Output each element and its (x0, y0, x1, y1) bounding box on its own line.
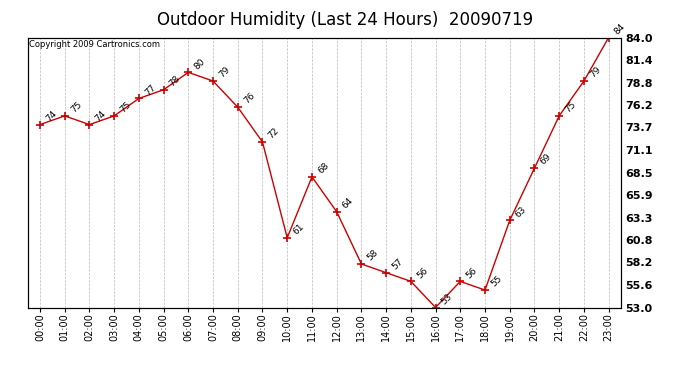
Text: 64: 64 (341, 196, 355, 210)
Text: 84: 84 (613, 22, 627, 36)
Text: 61: 61 (291, 222, 306, 236)
Text: 63: 63 (514, 204, 529, 219)
Text: 58: 58 (366, 248, 380, 262)
Text: Outdoor Humidity (Last 24 Hours)  20090719: Outdoor Humidity (Last 24 Hours) 2009071… (157, 11, 533, 29)
Text: 79: 79 (217, 65, 232, 80)
Text: 75: 75 (69, 100, 83, 114)
Text: 80: 80 (193, 57, 207, 71)
Text: 56: 56 (415, 266, 429, 280)
Text: 74: 74 (44, 109, 59, 123)
Text: 79: 79 (588, 65, 602, 80)
Text: 78: 78 (168, 74, 182, 88)
Text: 77: 77 (143, 82, 157, 97)
Text: 68: 68 (316, 161, 331, 176)
Text: 75: 75 (563, 100, 578, 114)
Text: 76: 76 (242, 91, 257, 106)
Text: 72: 72 (266, 126, 281, 141)
Text: 56: 56 (464, 266, 479, 280)
Text: 57: 57 (391, 257, 405, 271)
Text: 69: 69 (539, 152, 553, 167)
Text: 55: 55 (489, 274, 504, 289)
Text: 75: 75 (118, 100, 132, 114)
Text: 74: 74 (94, 109, 108, 123)
Text: 53: 53 (440, 292, 454, 306)
Text: Copyright 2009 Cartronics.com: Copyright 2009 Cartronics.com (29, 40, 160, 49)
